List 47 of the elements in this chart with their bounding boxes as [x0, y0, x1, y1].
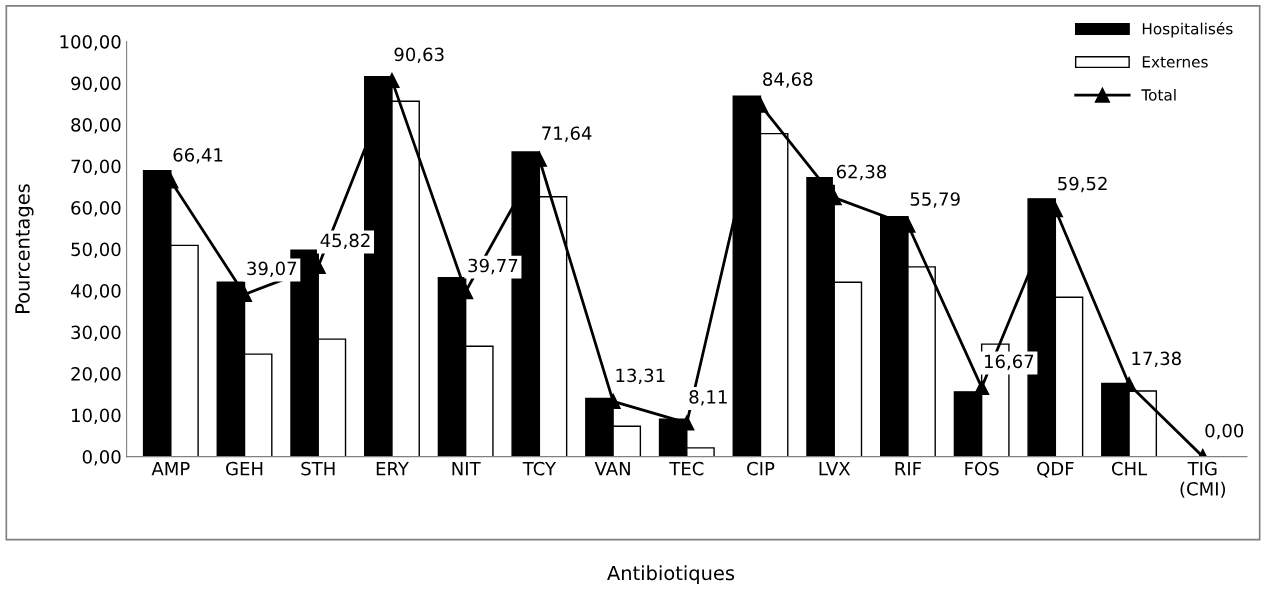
x-tick-label: AMP	[151, 462, 190, 476]
data-label: 84,68	[763, 72, 813, 88]
legend-label: Total	[1141, 88, 1176, 101]
x-tick-label: CHL	[1111, 461, 1148, 476]
data-label: 71,64	[542, 126, 592, 142]
x-tick-label: TIG (CMI)	[1180, 461, 1226, 498]
legend-label: Hospitalisés	[1142, 22, 1233, 38]
data-label: 16,67	[985, 354, 1034, 371]
x-tick-label: RIF	[895, 462, 922, 476]
y-tick-label: 0,00	[82, 450, 121, 466]
x-tick-label: ERY	[376, 462, 409, 476]
data-label: 39,07	[247, 261, 297, 278]
y-tick-label: 100,00	[60, 34, 121, 51]
data-label: 8,11	[689, 390, 727, 406]
x-tick-label: LVX	[819, 462, 851, 476]
y-tick-label: 50,00	[71, 242, 121, 259]
x-tick-label: TCY	[522, 461, 557, 476]
x-tick-label: VAN	[594, 462, 630, 476]
data-label: 17,38	[1132, 351, 1181, 368]
x-tick-label: FOS	[965, 461, 999, 476]
data-label: 39,77	[468, 258, 518, 275]
data-label: 55,79	[910, 192, 960, 208]
x-axis-title: Antibiotiques	[607, 565, 735, 585]
y-tick-label: 90,00	[71, 76, 121, 92]
y-tick-label: 30,00	[71, 325, 121, 342]
y-tick-label: 10,00	[72, 408, 121, 425]
data-label: 90,63	[394, 47, 444, 64]
y-tick-label: 40,00	[70, 284, 121, 300]
y-axis-title: Pourcentages	[15, 184, 34, 314]
y-tick-label: 80,00	[71, 117, 121, 134]
data-label: 62,38	[836, 164, 887, 181]
y-tick-label: 60,00	[71, 201, 121, 217]
x-tick-label: CIP	[747, 461, 775, 476]
y-tick-label: 20,00	[71, 367, 121, 383]
data-label: 0,00	[1205, 423, 1244, 440]
point	[974, 379, 990, 396]
data-label: 59,52	[1058, 176, 1107, 193]
y-tick-label: 70,00	[71, 159, 121, 175]
x-tick-label: TEC	[669, 461, 704, 476]
data-label: 13,31	[616, 368, 665, 385]
legend-label: Externes	[1142, 56, 1208, 68]
data-label: 45,82	[320, 233, 370, 250]
x-tick-label: QDF	[1037, 461, 1074, 478]
x-tick-label: STH	[301, 461, 335, 476]
x-tick-label: GEH	[226, 461, 263, 476]
data-label: 66,41	[173, 148, 223, 164]
x-tick-label: NIT	[452, 462, 481, 476]
